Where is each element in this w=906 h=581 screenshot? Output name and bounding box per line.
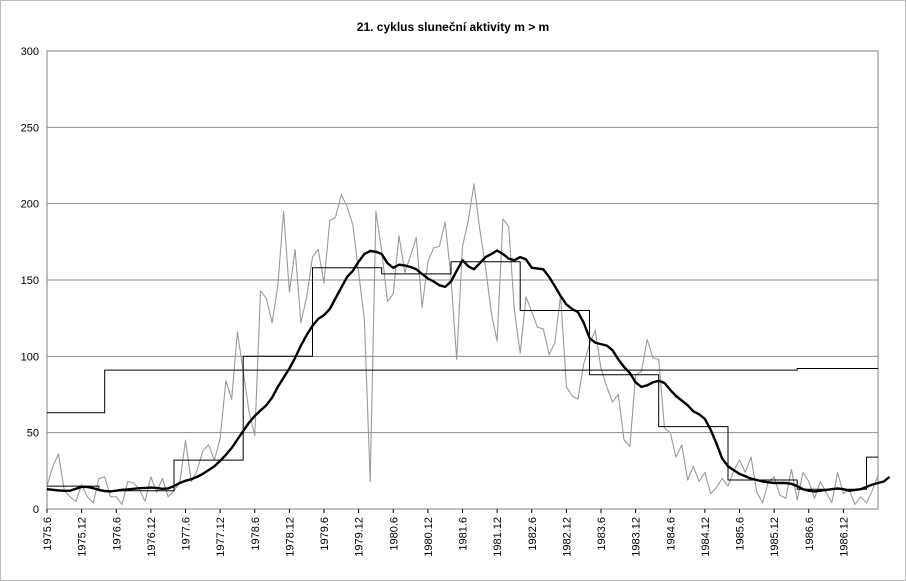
y-tick-label: 100 [21, 351, 39, 363]
step-series-line-2 [47, 368, 878, 414]
step-series-line-3 [47, 261, 878, 492]
monthly-series-line [46, 183, 879, 505]
x-tick-label: 1977.6 [181, 517, 193, 551]
y-tick-label: 50 [27, 428, 39, 440]
x-tick-label: 1980.12 [423, 517, 435, 557]
y-tick-label: 200 [21, 199, 39, 211]
x-tick-label: 1978.12 [284, 517, 296, 557]
x-tick-label: 1984.12 [700, 517, 712, 557]
x-tick-label: 1985.12 [769, 517, 781, 557]
x-tick-label: 1984.6 [665, 517, 677, 551]
x-tick-label: 1983.12 [631, 517, 643, 557]
x-tick-label: 1976.6 [111, 517, 123, 551]
x-tick-label: 1983.6 [596, 517, 608, 551]
x-tick-label: 1977.12 [215, 517, 227, 557]
x-tick-label: 1975.12 [77, 517, 89, 557]
x-tick-label: 1979.6 [319, 517, 331, 551]
x-tick-label: 1978.6 [250, 517, 262, 551]
y-tick-label: 300 [21, 46, 39, 58]
x-tick-label: 1979.12 [354, 517, 366, 557]
x-tick-label: 1986.6 [804, 517, 816, 551]
chart-title: 21. cyklus sluneční aktivity m > m [356, 20, 550, 34]
x-tick-label: 1985.6 [735, 517, 747, 551]
x-tick-label: 1981.6 [458, 517, 470, 551]
x-tick-label: 1976.12 [146, 517, 158, 557]
x-tick-label: 1975.6 [42, 517, 54, 551]
x-tick-label: 1981.12 [492, 517, 504, 557]
x-tick-label: 1980.6 [388, 517, 400, 551]
y-tick-label: 150 [21, 275, 39, 287]
y-tick-label: 250 [21, 122, 39, 134]
y-tick-label: 0 [33, 504, 39, 516]
x-tick-label: 1982.6 [527, 517, 539, 551]
x-tick-label: 1982.12 [561, 517, 573, 557]
smoothed-series-line [46, 249, 891, 493]
x-tick-label: 1986.12 [838, 517, 850, 557]
